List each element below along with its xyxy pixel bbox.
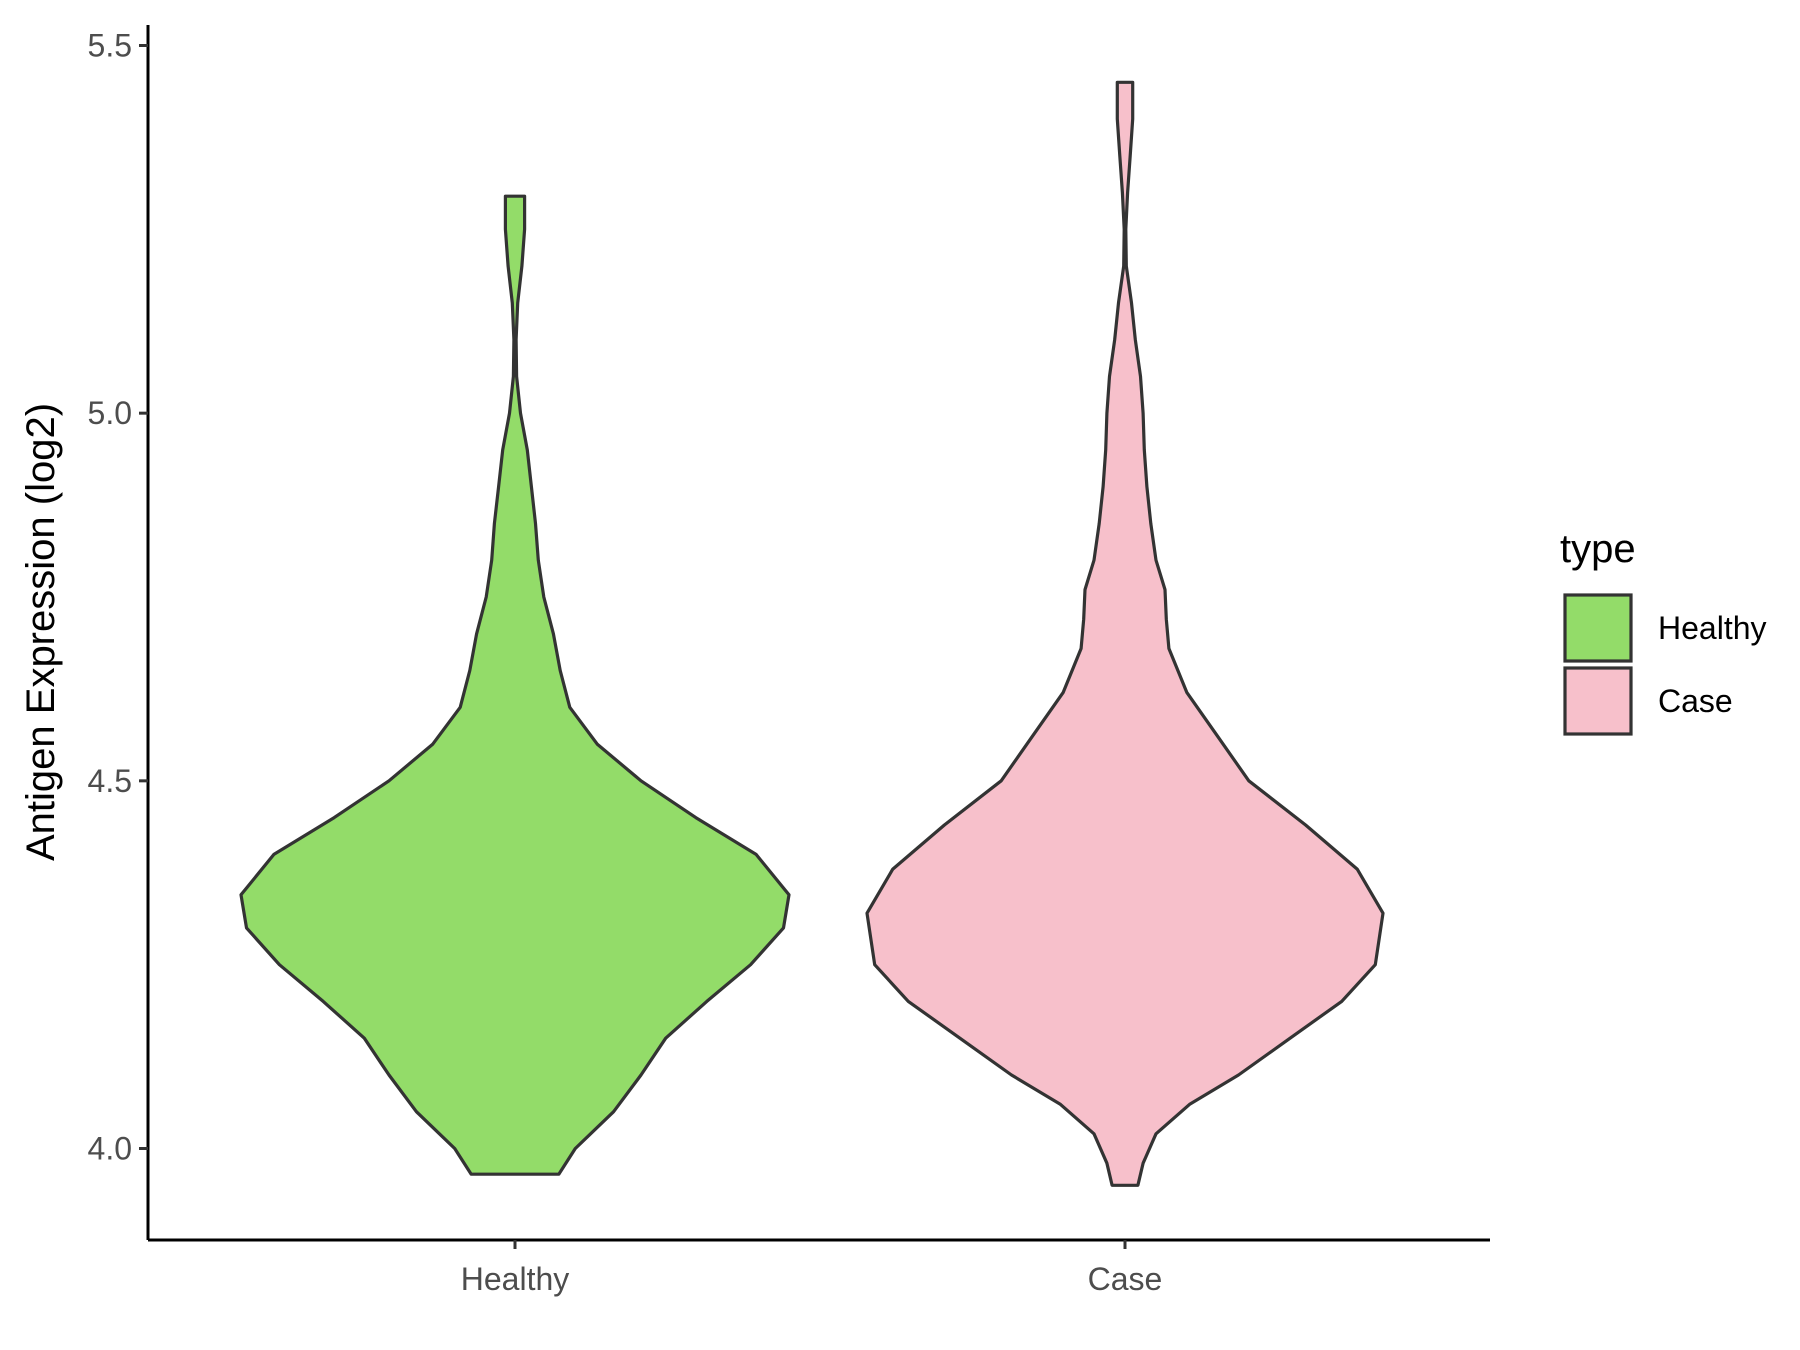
legend-label-healthy: Healthy xyxy=(1658,610,1767,646)
legend-entries: Healthy Case xyxy=(1563,593,1767,736)
plot-area xyxy=(239,80,1385,1187)
legend-swatch-case xyxy=(1563,666,1633,736)
y-tick-label: 5.0 xyxy=(88,395,132,431)
x-tick-label: Healthy xyxy=(461,1261,570,1297)
violin-case xyxy=(865,80,1385,1187)
legend-label-case: Case xyxy=(1658,683,1733,719)
y-axis-title: Antigen Expression (log2) xyxy=(19,403,63,861)
x-tick-label: Case xyxy=(1088,1261,1163,1297)
legend: type Healthy Case xyxy=(1560,527,1767,736)
y-tick-label: 4.0 xyxy=(88,1131,132,1167)
axes xyxy=(146,25,1490,1242)
legend-title: type xyxy=(1560,527,1636,571)
y-ticks: 4.0 4.5 5.0 5.5 xyxy=(88,28,148,1167)
y-tick-label: 5.5 xyxy=(88,28,132,64)
legend-swatch-healthy xyxy=(1563,593,1633,663)
x-ticks: Healthy Case xyxy=(461,1240,1163,1297)
y-tick-label: 4.5 xyxy=(88,763,132,799)
violin-healthy xyxy=(239,194,791,1176)
